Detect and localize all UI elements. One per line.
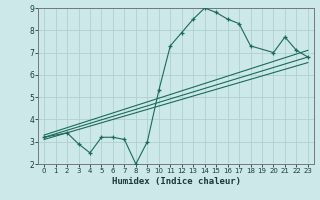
- X-axis label: Humidex (Indice chaleur): Humidex (Indice chaleur): [111, 177, 241, 186]
